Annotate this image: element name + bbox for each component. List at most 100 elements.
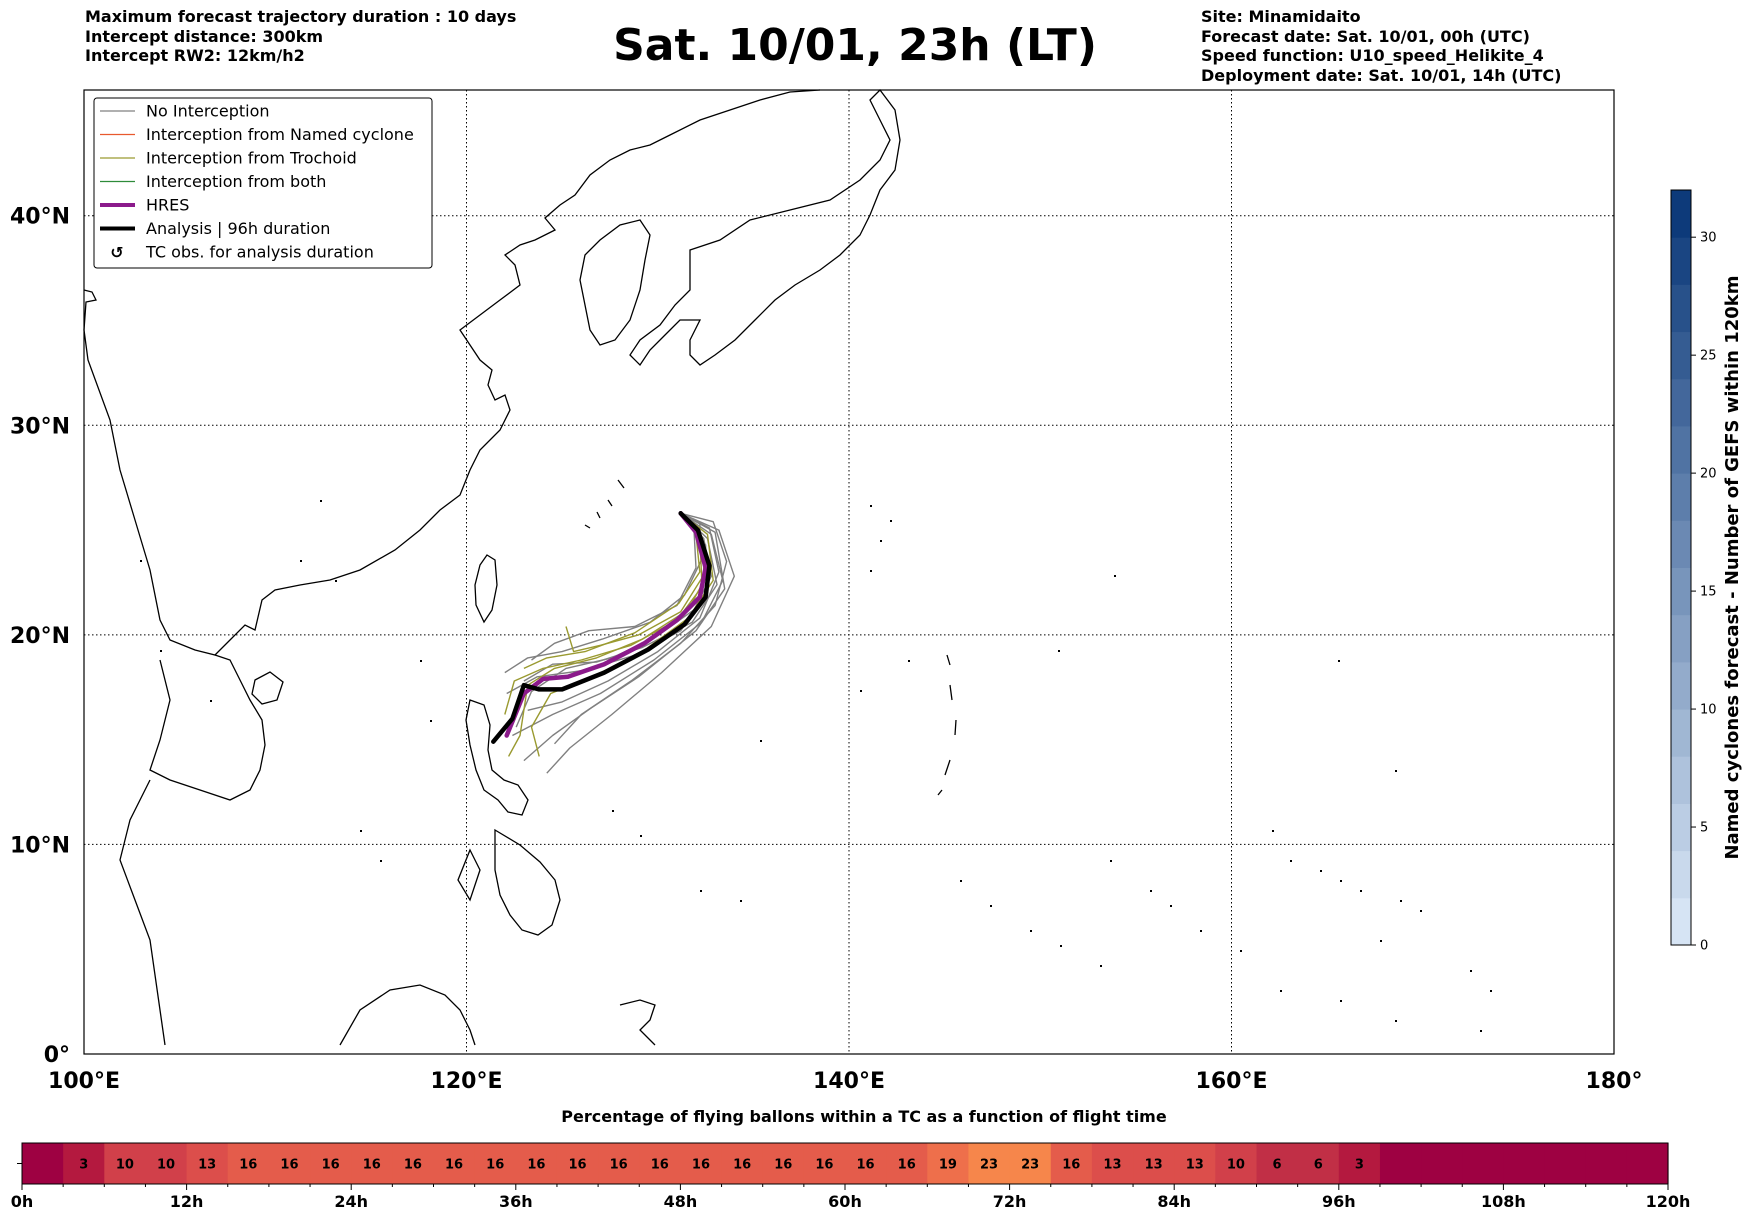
trajectory-line-none	[546, 512, 735, 774]
island-dot	[210, 700, 212, 702]
heatmap-hour-label: 84h	[1157, 1192, 1191, 1211]
island-dot	[1480, 1030, 1482, 1032]
heatmap-cell	[803, 1143, 846, 1184]
island-dot	[1110, 860, 1112, 862]
heatmap-cell	[268, 1143, 311, 1184]
island-dot	[1114, 575, 1116, 577]
lon-tick-label: 160°E	[1196, 1069, 1268, 1094]
colorbar-step	[1671, 803, 1691, 852]
legend-label: HRES	[146, 196, 189, 215]
colorbar-step	[1671, 473, 1691, 521]
trajectory-line-none	[527, 512, 720, 711]
colorbar-step	[1671, 425, 1691, 474]
heatmap-cell-value: 16	[815, 1158, 833, 1173]
header-left-line: Intercept distance: 300km	[85, 26, 324, 46]
coastline-borneo	[339, 984, 476, 1046]
heatmap-cell	[598, 1143, 640, 1184]
island-dot	[1280, 990, 1282, 992]
trajectory-line-none	[504, 512, 703, 674]
island-dot	[1272, 830, 1274, 832]
heatmap-cell	[1215, 1143, 1258, 1184]
coastline-philippines-south	[457, 828, 561, 936]
island-dot	[1470, 970, 1472, 972]
heatmap-cell-value: 10	[157, 1158, 175, 1173]
heatmap-cell-value: 16	[363, 1158, 381, 1173]
heatmap-cell-value: 16	[692, 1158, 710, 1173]
heatmap-cell-value: 13	[1145, 1158, 1163, 1173]
legend-label: Interception from Trochoid	[146, 149, 357, 168]
island-dot	[760, 740, 762, 742]
island-dot	[860, 690, 862, 692]
island-dot	[1338, 660, 1340, 662]
heatmap-cell	[1626, 1143, 1669, 1184]
heatmap-cell	[1133, 1143, 1175, 1184]
heatmap-cell	[1544, 1143, 1587, 1184]
legend-label: TC obs. for analysis duration	[145, 243, 374, 262]
colorbar-step	[1671, 756, 1691, 804]
island-dot	[1490, 990, 1492, 992]
heatmap-cell	[1338, 1143, 1381, 1184]
heatmap-cell	[639, 1143, 681, 1184]
island-dot	[1420, 910, 1422, 912]
coastline-sulawesi	[619, 999, 656, 1046]
island-dot	[1290, 860, 1292, 862]
heatmap-cell	[227, 1143, 270, 1184]
heatmap-cell	[1421, 1143, 1463, 1184]
heatmap-cell	[845, 1143, 887, 1184]
island-dot	[1395, 1020, 1397, 1022]
header-right-line: Forecast date: Sat. 10/01, 00h (UTC)	[1201, 26, 1530, 46]
colorbar-step	[1671, 614, 1691, 663]
heatmap-cell-value: 16	[733, 1158, 751, 1173]
trajectory-line-none	[515, 512, 712, 728]
heatmap-cell	[433, 1143, 476, 1184]
island-dot	[1200, 930, 1202, 932]
heatmap-cell	[1503, 1143, 1546, 1184]
heatmap-cell	[556, 1143, 599, 1184]
heatmap-cell-value: 19	[939, 1158, 957, 1173]
longitude-ticks: 100°E 120°E 140°E 160°E 180°	[48, 1069, 1642, 1094]
coastline-taiwan	[474, 554, 498, 624]
island-dot	[1320, 870, 1322, 872]
island-dot	[1240, 950, 1242, 952]
island-dot	[1100, 965, 1102, 967]
heatmap-cell-value: 16	[1062, 1158, 1080, 1173]
heatmap-cell-value: 13	[1186, 1158, 1204, 1173]
lat-tick-label: 0°	[44, 1043, 70, 1068]
island-dot	[320, 500, 322, 502]
heatmap-cell-value: 6	[1273, 1158, 1282, 1173]
island-dot	[1060, 945, 1062, 947]
heatmap-cell-value: 16	[445, 1158, 463, 1173]
trajectory-line-none	[512, 512, 724, 737]
island-dot	[870, 570, 872, 572]
heatmap-cell	[22, 1143, 64, 1184]
island-dot	[1360, 890, 1362, 892]
colorbar-tick-label: 5	[1700, 821, 1708, 836]
island-dot	[870, 505, 872, 507]
header-right-line: Speed function: U10_speed_Helikite_4	[1201, 46, 1544, 65]
heatmap-cell	[721, 1143, 764, 1184]
heatmap-hour-label: 108h	[1481, 1192, 1526, 1211]
heatmap-cell-value: 3	[1355, 1158, 1364, 1173]
legend: No Interception Interception from Named c…	[93, 97, 433, 269]
header-right-info: Site: Minamidaito Forecast date: Sat. 10…	[1201, 7, 1561, 85]
island-dot	[140, 560, 142, 562]
heatmap-cell-value: 16	[280, 1158, 298, 1173]
chart-title: Sat. 10/01, 23h (LT)	[613, 20, 1097, 71]
colorbar-tick-label: 20	[1700, 467, 1717, 482]
colorbar-label: Named cyclones forecast - Number of GEFS…	[1722, 275, 1743, 859]
lon-tick-label: 120°E	[431, 1069, 503, 1094]
heatmap-cell	[1256, 1143, 1299, 1184]
heatmap-cell	[1009, 1143, 1052, 1184]
map-gridlines	[84, 90, 1614, 1054]
heatmap-cell	[1174, 1143, 1216, 1184]
heatmap-cell-value: 23	[1021, 1158, 1039, 1173]
header-left-line: Intercept RW2: 12km/h2	[85, 46, 305, 65]
heatmap-cell-value: 16	[527, 1158, 545, 1173]
lon-tick-label: 100°E	[48, 1069, 120, 1094]
colorbar-step	[1671, 331, 1691, 380]
heatmap-cell	[474, 1143, 517, 1184]
heatmap-cell	[680, 1143, 723, 1184]
island-dot	[908, 660, 910, 662]
island-dot	[335, 580, 337, 582]
island-dot	[890, 520, 892, 522]
